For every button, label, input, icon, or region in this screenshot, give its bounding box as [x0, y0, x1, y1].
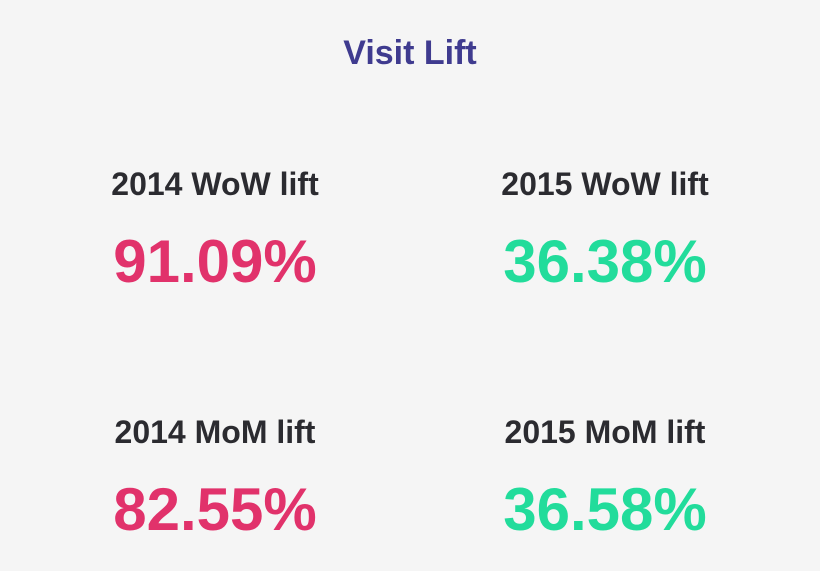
- metric-value: 82.55%: [113, 476, 317, 543]
- metric-value: 36.58%: [503, 476, 707, 543]
- metric-label: 2014 WoW lift: [111, 166, 319, 202]
- metric-label: 2015 MoM lift: [504, 414, 706, 450]
- metric-label: 2014 MoM lift: [114, 414, 316, 450]
- title: Visit Lift: [343, 34, 477, 72]
- metric-value: 91.09%: [113, 228, 317, 295]
- metric: 2014 WoW lift 91.09%: [15, 164, 415, 302]
- metric-label: 2015 WoW lift: [501, 166, 709, 202]
- metric-value: 36.38%: [503, 228, 707, 295]
- metric: 2015 MoM lift 36.58%: [405, 412, 805, 550]
- metric: 2015 WoW lift 36.38%: [405, 164, 805, 302]
- metric: 2014 MoM lift 82.55%: [15, 412, 415, 550]
